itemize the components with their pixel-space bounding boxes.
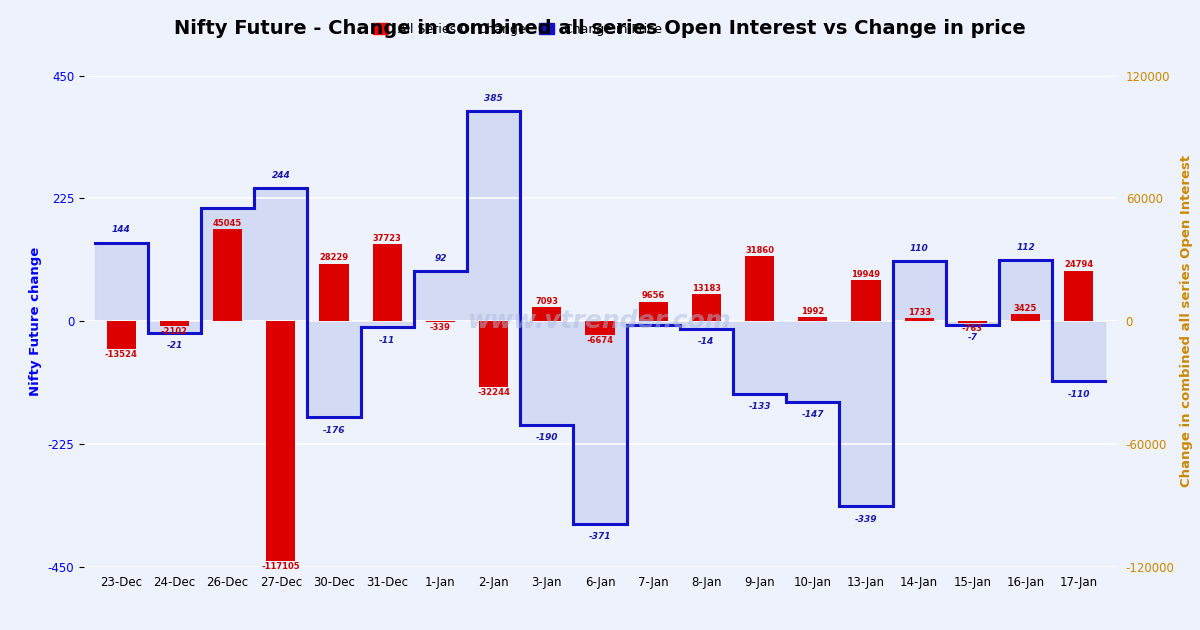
Text: -11: -11 xyxy=(379,336,395,345)
Bar xyxy=(798,318,828,321)
Text: -147: -147 xyxy=(802,410,824,419)
Bar xyxy=(1064,270,1093,321)
Y-axis label: Change in combined all series Open Interest: Change in combined all series Open Inter… xyxy=(1180,155,1193,488)
Text: -7: -7 xyxy=(967,333,977,343)
Legend: All Series OI Change, Change in Price: All Series OI Change, Change in Price xyxy=(368,18,666,41)
Text: -2102: -2102 xyxy=(161,327,188,336)
Text: -32244: -32244 xyxy=(478,389,510,398)
Text: -176: -176 xyxy=(323,426,346,435)
Text: 37723: 37723 xyxy=(373,234,402,243)
Bar xyxy=(745,256,774,321)
Text: 92: 92 xyxy=(434,254,446,263)
Text: -21: -21 xyxy=(167,341,182,350)
Text: 144: 144 xyxy=(112,226,131,234)
Bar xyxy=(586,321,614,335)
Bar xyxy=(160,321,190,326)
Bar xyxy=(958,321,988,323)
Text: 1733: 1733 xyxy=(907,307,931,317)
Bar xyxy=(107,321,136,349)
Text: 7093: 7093 xyxy=(535,297,558,306)
Text: 112: 112 xyxy=(1016,243,1034,252)
Bar xyxy=(905,318,934,321)
Text: -190: -190 xyxy=(535,433,558,442)
Text: 1992: 1992 xyxy=(802,307,824,316)
Text: 3425: 3425 xyxy=(1014,304,1037,313)
Bar xyxy=(1010,314,1040,321)
Text: 45045: 45045 xyxy=(214,219,242,228)
Text: -110: -110 xyxy=(1068,390,1090,399)
Text: -14: -14 xyxy=(698,337,714,346)
Bar xyxy=(638,302,668,321)
Bar xyxy=(532,307,562,321)
Text: 9656: 9656 xyxy=(642,292,665,301)
Bar xyxy=(479,321,509,387)
Text: 110: 110 xyxy=(910,244,929,253)
Bar xyxy=(319,263,349,321)
Bar xyxy=(691,294,721,321)
Bar xyxy=(426,321,455,322)
Text: 385: 385 xyxy=(485,94,503,103)
Text: -339: -339 xyxy=(430,323,451,332)
Text: -339: -339 xyxy=(854,515,877,524)
Text: -371: -371 xyxy=(589,532,611,541)
Text: 244: 244 xyxy=(271,171,290,180)
Text: 28229: 28229 xyxy=(319,253,348,263)
Text: 24794: 24794 xyxy=(1064,260,1093,270)
Text: www.vtrender.com: www.vtrender.com xyxy=(468,309,732,333)
Text: 31860: 31860 xyxy=(745,246,774,255)
Text: -133: -133 xyxy=(749,402,770,411)
Bar xyxy=(214,229,242,321)
Text: -13524: -13524 xyxy=(104,350,138,359)
Y-axis label: Nifty Future change: Nifty Future change xyxy=(29,247,42,396)
Text: -117105: -117105 xyxy=(262,562,300,571)
Bar xyxy=(266,321,295,561)
Text: -6674: -6674 xyxy=(587,336,613,345)
Bar xyxy=(851,280,881,321)
Text: 13183: 13183 xyxy=(692,284,721,293)
Text: Nifty Future - Change in combined all series Open Interest vs Change in price: Nifty Future - Change in combined all se… xyxy=(174,19,1026,38)
Text: 19949: 19949 xyxy=(852,270,881,279)
Text: -763: -763 xyxy=(962,324,983,333)
Bar xyxy=(372,244,402,321)
